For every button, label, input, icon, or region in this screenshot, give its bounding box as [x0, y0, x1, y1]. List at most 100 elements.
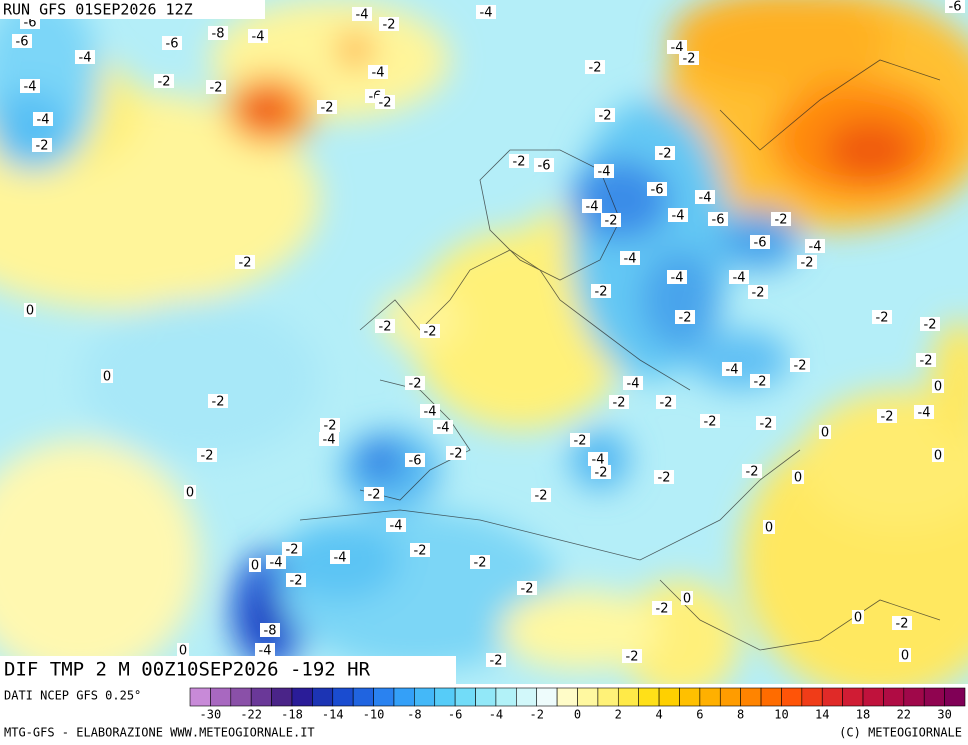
contour-label: -4: [592, 453, 605, 468]
contour-label-box: [797, 255, 817, 269]
contour-label: -4: [390, 519, 403, 534]
contour-label-box: [920, 317, 940, 331]
colorbar-swatch: [475, 687, 497, 707]
contour-label-box: [622, 649, 642, 663]
colorbar-swatch: [250, 687, 272, 707]
colorbar-swatch: [842, 687, 864, 707]
colorbar-label: 6: [696, 708, 703, 722]
contour-label-box: [317, 100, 337, 114]
contour-label: 0: [186, 486, 194, 501]
colorbar-swatch: [740, 687, 762, 707]
contour-label-box: [729, 270, 749, 284]
contour-label: 0: [821, 426, 829, 441]
map-field: -6-6-4-6-8-4-4-2-4-6-4-2-2-4-2-4-6-2-2-2…: [0, 0, 968, 684]
anomaly-region: [640, 250, 720, 350]
contour-label-box: [405, 376, 425, 390]
colorbar-label: 4: [655, 708, 662, 722]
contour-label-box: [700, 414, 720, 428]
colorbar-swatch: [271, 687, 293, 707]
contour-label: -6: [949, 0, 962, 15]
contour-label-box: [208, 26, 228, 40]
contour-label: -4: [598, 165, 611, 180]
colorbar-swatch: [821, 687, 843, 707]
contour-label-box: [197, 448, 217, 462]
anomaly-region: [0, 440, 200, 680]
colorbar-swatch: [393, 687, 415, 707]
contour-label: -2: [794, 359, 807, 374]
colorbar-swatch: [883, 687, 905, 707]
contour-label-box: [892, 616, 912, 630]
contour-label: -2: [876, 311, 889, 326]
contour-label-box: [375, 319, 395, 333]
contour-label: -2: [626, 650, 639, 665]
colorbar-label: 14: [815, 708, 829, 722]
contour-label-box: [249, 558, 261, 572]
contour-label-box: [805, 239, 825, 253]
contour-label: -2: [210, 81, 223, 96]
contour-label: -4: [918, 406, 931, 421]
contour-label: -2: [535, 489, 548, 504]
contour-label: -2: [321, 101, 334, 116]
contour-label: -2: [239, 256, 252, 271]
contour-label-box: [675, 310, 695, 324]
contour-label-box: [12, 34, 32, 48]
anomaly-region: [500, 590, 660, 670]
contour-label-box: [668, 208, 688, 222]
contour-label: 0: [683, 592, 691, 607]
colorbar-label: -30: [200, 708, 222, 722]
colorbar-swatch: [577, 687, 599, 707]
contour-label-box: [945, 0, 965, 13]
colorbar-swatch: [862, 687, 884, 707]
colorbar-swatch: [495, 687, 517, 707]
contour-label-box: [763, 520, 775, 534]
colorbar-swatch: [699, 687, 721, 707]
contour-label-box: [620, 251, 640, 265]
contour-label: -4: [259, 644, 272, 659]
colorbar-swatch: [291, 687, 313, 707]
contour-label-box: [655, 146, 675, 160]
contour-label-box: [872, 310, 892, 324]
contour-label-box: [792, 470, 804, 484]
contour-label-box: [177, 643, 189, 657]
copyright: (C) METEOGIORNALE: [839, 726, 962, 740]
contour-label: -4: [24, 80, 37, 95]
contour-label: -2: [704, 415, 717, 430]
anomaly-region: [690, 330, 790, 390]
colorbar-swatch: [719, 687, 741, 707]
contour-label-box: [248, 29, 268, 43]
anomaly-region: [337, 32, 373, 68]
contour-label-box: [932, 448, 944, 462]
contour-label-box: [771, 212, 791, 226]
contour-label-box: [319, 432, 339, 446]
contour-label: -2: [595, 285, 608, 300]
contour-label: -2: [290, 574, 303, 589]
colorbar-swatch: [536, 687, 558, 707]
contour-label-box: [819, 425, 831, 439]
variable-box: [0, 656, 456, 684]
contour-label: -4: [672, 209, 685, 224]
contour-label: -8: [264, 624, 277, 639]
contour-label: -2: [679, 311, 692, 326]
contour-label-box: [594, 164, 614, 178]
anomaly-region: [360, 442, 400, 478]
contour-label: -2: [801, 256, 814, 271]
colorbar-label: 2: [615, 708, 622, 722]
colorbar-label: 10: [774, 708, 788, 722]
contour-label: -4: [624, 252, 637, 267]
colorbar-label: -4: [489, 708, 503, 722]
colorbar-swatch: [312, 687, 334, 707]
contour-label: -2: [513, 155, 526, 170]
border-line: [719, 59, 941, 151]
contour-label: -6: [16, 35, 29, 50]
contour-label-box: [286, 573, 306, 587]
contour-label-box: [320, 418, 340, 432]
contour-label: -2: [36, 139, 49, 154]
contour-label: -2: [760, 417, 773, 432]
contour-label: 0: [901, 649, 909, 664]
contour-label: -4: [323, 433, 336, 448]
contour-label-box: [470, 555, 490, 569]
colorbar-swatch: [923, 687, 945, 707]
colorbar-swatch: [454, 687, 476, 707]
colorbar-swatch: [679, 687, 701, 707]
